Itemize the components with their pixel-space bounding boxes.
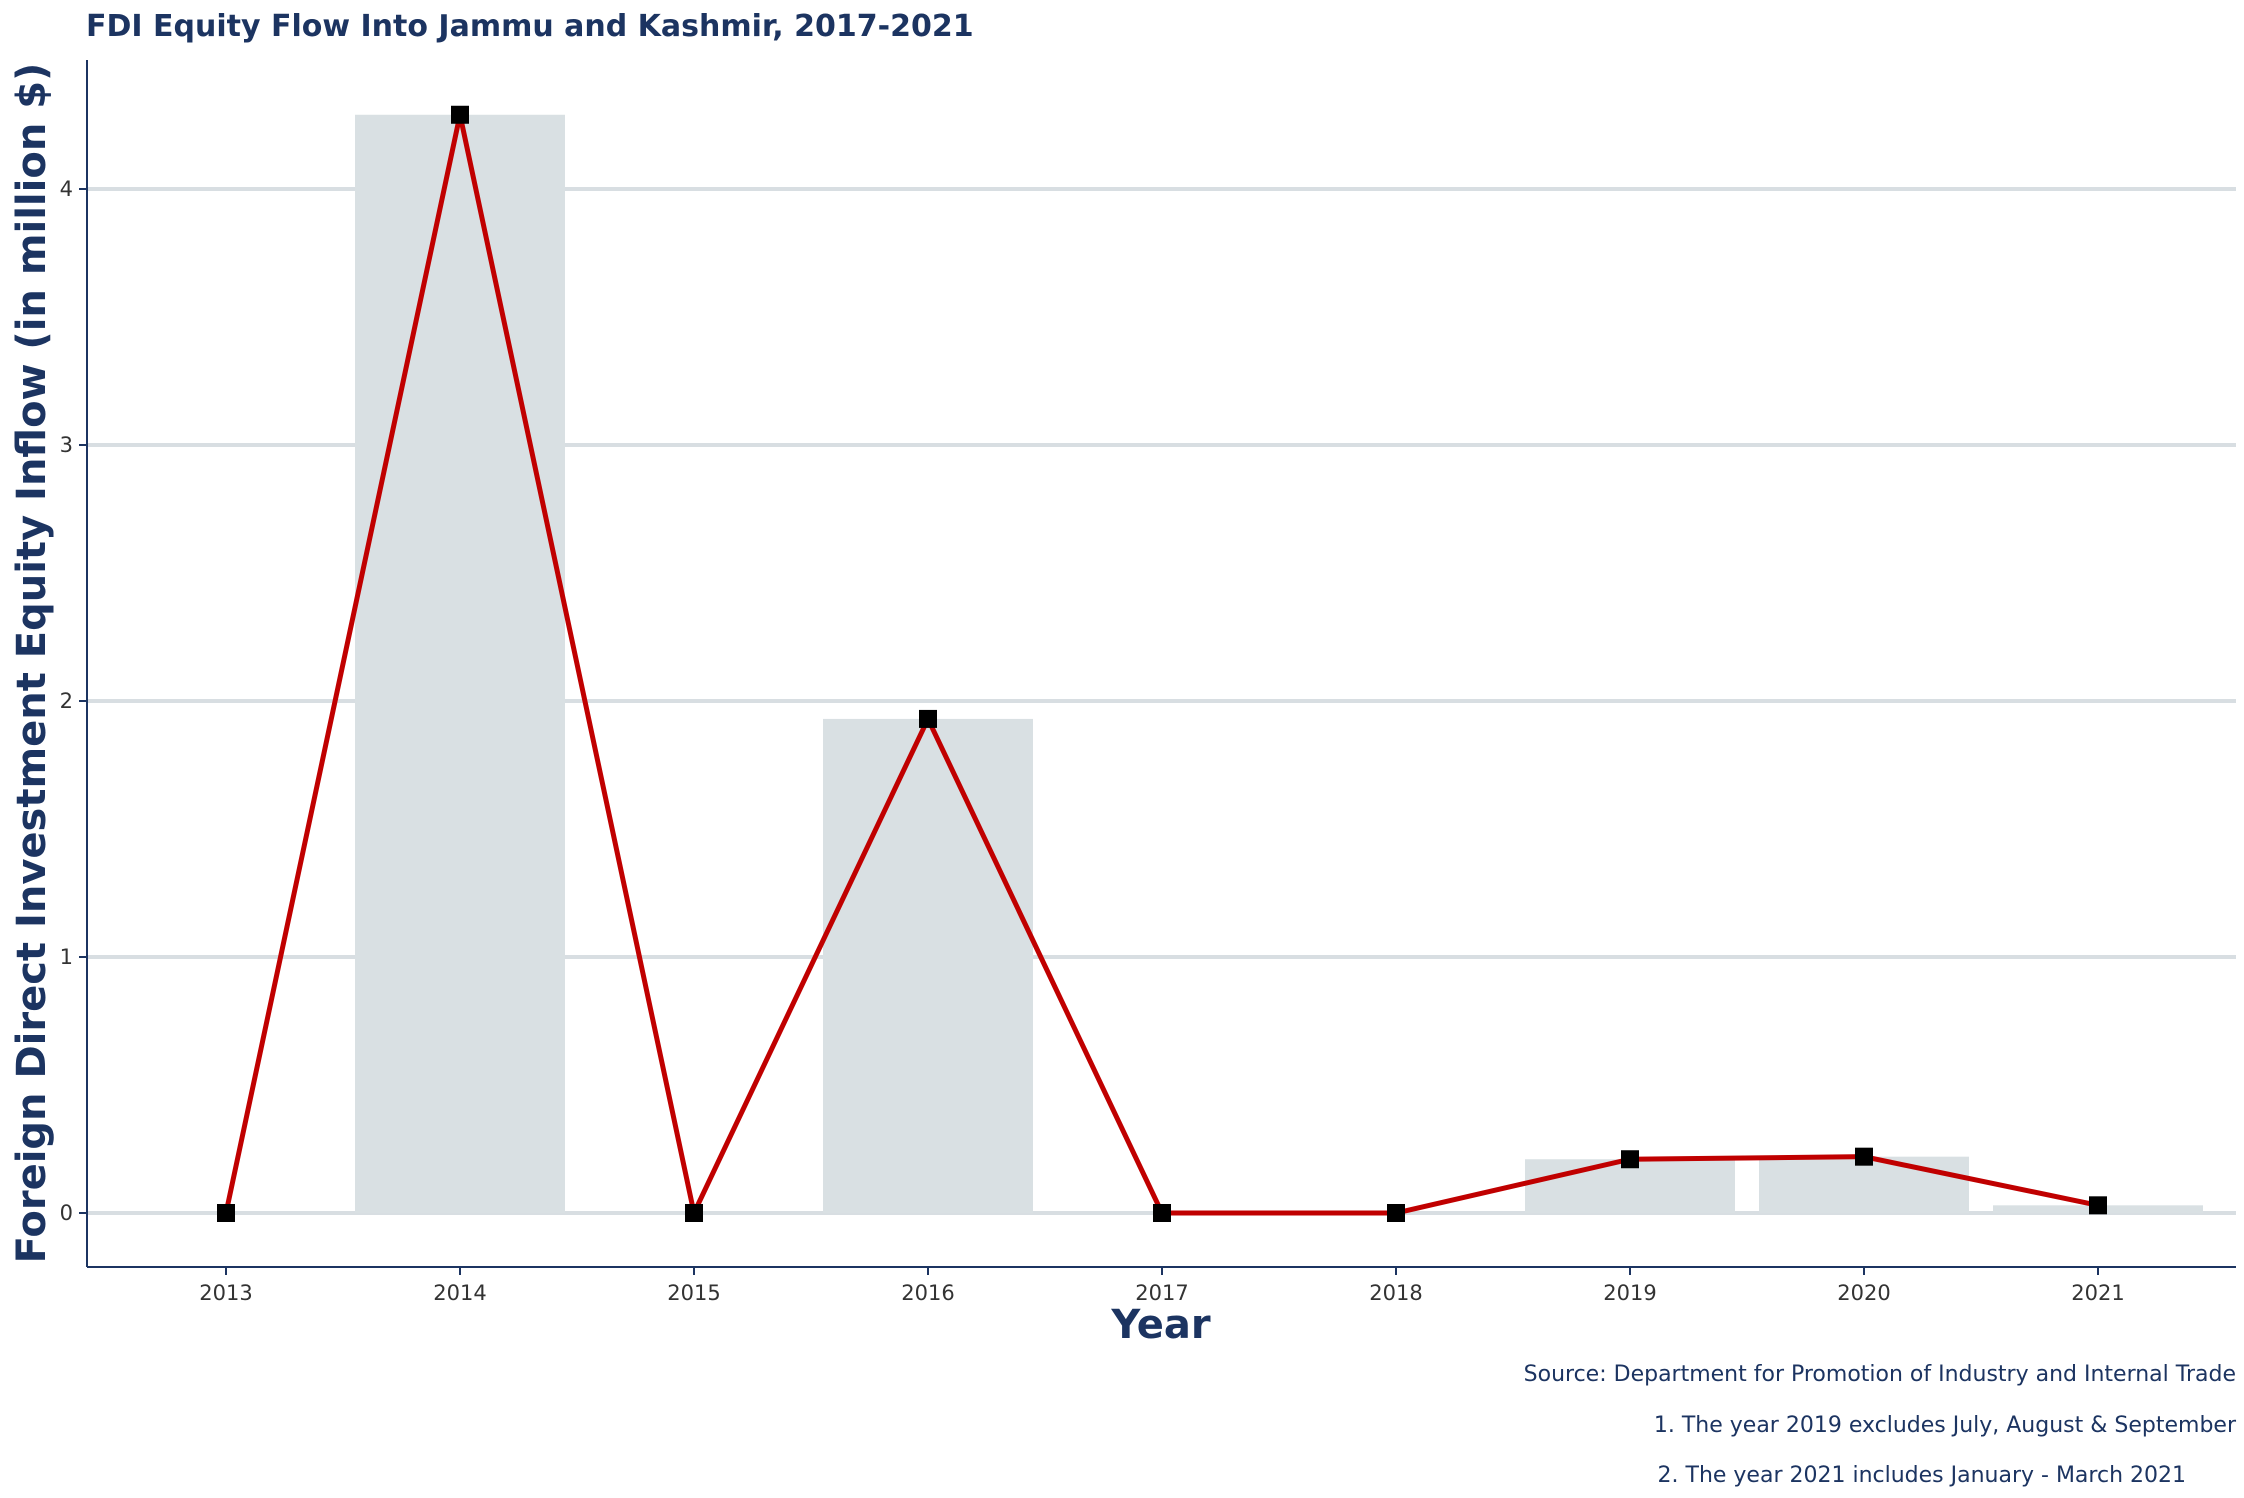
x-tick-label-2019: 2019 bbox=[1603, 1281, 1656, 1305]
x-tick-label-2018: 2018 bbox=[1369, 1281, 1422, 1305]
x-tick-label-2020: 2020 bbox=[1837, 1281, 1890, 1305]
x-tick-label-2021: 2021 bbox=[2071, 1281, 2124, 1305]
markers bbox=[217, 105, 2107, 1222]
y-axis-title: Foreign Direct Investment Equity Inflow … bbox=[9, 63, 55, 1264]
marker-2021 bbox=[2089, 1196, 2107, 1215]
y-tick-label-4: 4 bbox=[60, 177, 73, 201]
x-tick-label-2015: 2015 bbox=[667, 1281, 720, 1305]
y-ticks: 0 1 2 3 4 bbox=[60, 177, 87, 1225]
bar-2020 bbox=[1759, 1156, 1969, 1213]
y-tick-label-0: 0 bbox=[60, 1201, 73, 1225]
footnote-1: 1. The year 2019 excludes July, August &… bbox=[1654, 1413, 2237, 1438]
source-note: Source: Department for Promotion of Indu… bbox=[1524, 1362, 2236, 1387]
marker-2019 bbox=[1621, 1150, 1639, 1169]
footnote-2: 2. The year 2021 includes January - Marc… bbox=[1658, 1463, 2186, 1488]
marker-2015 bbox=[685, 1204, 703, 1222]
y-tick-label-1: 1 bbox=[60, 945, 73, 969]
bars bbox=[355, 114, 2203, 1213]
y-tick-label-3: 3 bbox=[60, 433, 73, 457]
y-tick-label-2: 2 bbox=[60, 689, 73, 713]
marker-2018 bbox=[1387, 1204, 1405, 1222]
bar-2016 bbox=[823, 718, 1033, 1213]
bar-2014 bbox=[355, 114, 565, 1213]
x-tick-label-2017: 2017 bbox=[1135, 1281, 1188, 1305]
marker-2013 bbox=[217, 1204, 235, 1222]
x-tick-label-2016: 2016 bbox=[901, 1281, 954, 1305]
marker-2016 bbox=[919, 709, 937, 728]
chart-title: FDI Equity Flow Into Jammu and Kashmir, … bbox=[86, 9, 974, 44]
marker-2017 bbox=[1153, 1204, 1171, 1222]
x-axis-title: Year bbox=[1110, 1302, 1210, 1348]
x-tick-label-2014: 2014 bbox=[433, 1281, 486, 1305]
marker-2014 bbox=[451, 105, 469, 124]
x-tick-label-2013: 2013 bbox=[199, 1281, 252, 1305]
x-ticks: 2013 2014 2015 2016 2017 2018 2019 2020 2021 bbox=[199, 1267, 2125, 1305]
marker-2020 bbox=[1855, 1147, 1873, 1166]
